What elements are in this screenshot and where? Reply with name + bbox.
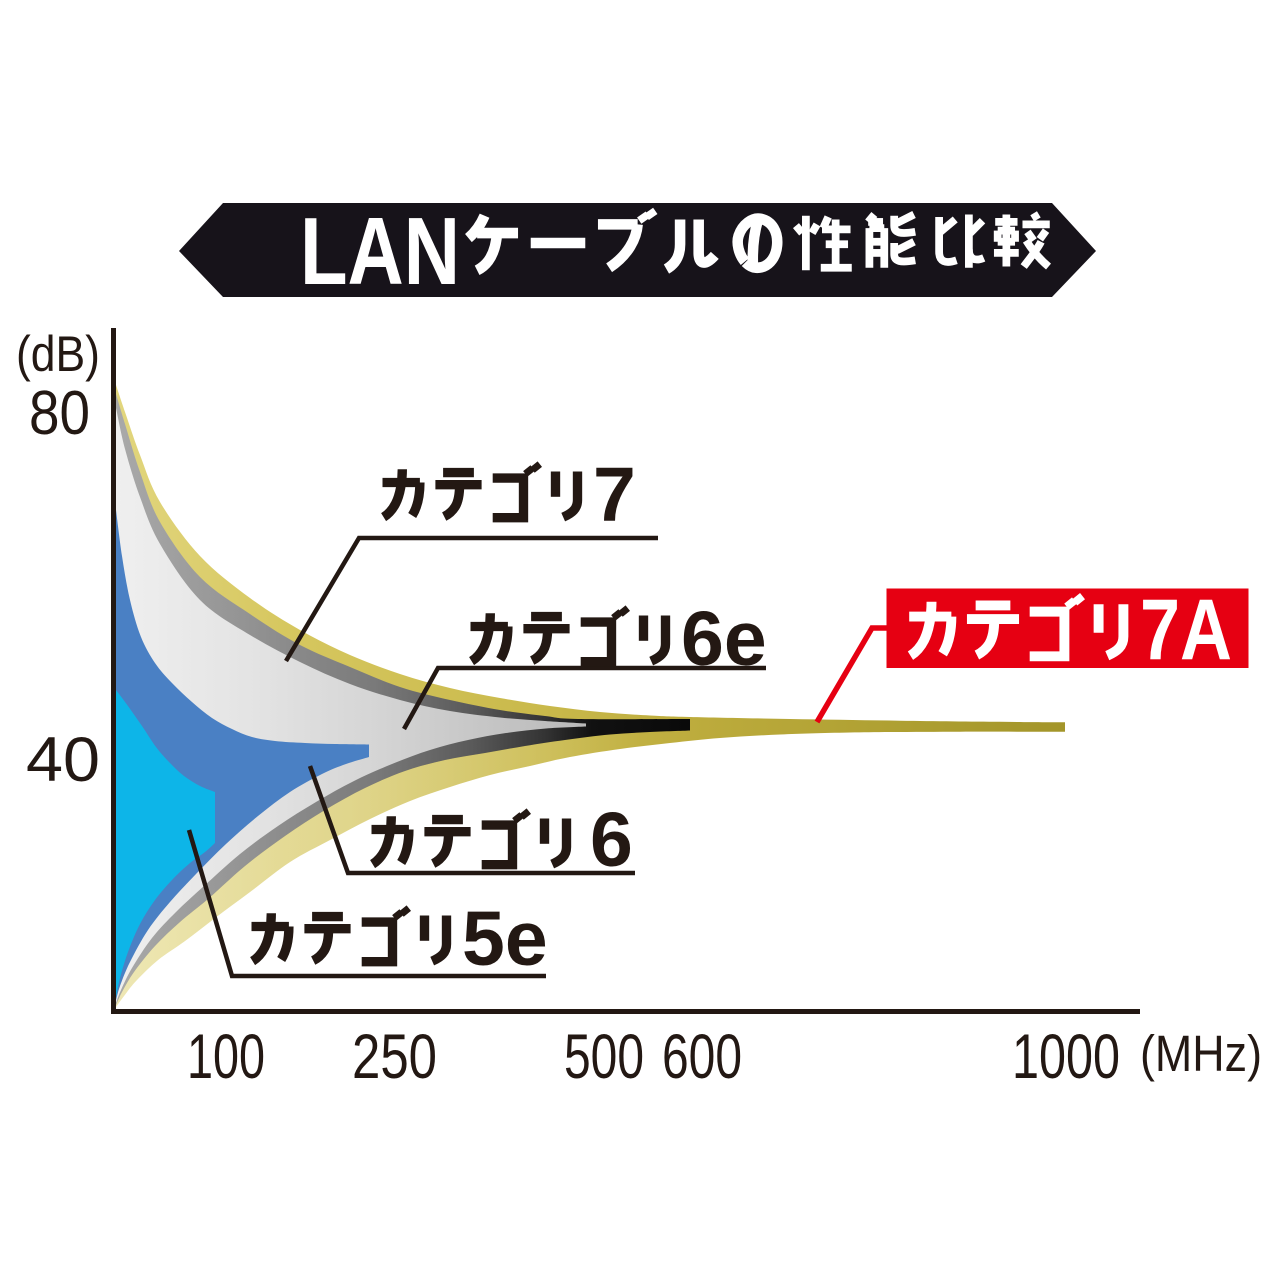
- svg-text:7A: 7A: [1140, 582, 1232, 678]
- svg-text:6e: 6e: [681, 596, 767, 682]
- svg-text:6: 6: [590, 797, 633, 883]
- svg-text:1000: 1000: [1012, 1022, 1120, 1092]
- svg-text:5e: 5e: [462, 896, 548, 982]
- svg-text:80: 80: [29, 379, 90, 448]
- svg-text:600: 600: [662, 1022, 742, 1092]
- svg-text:(dB): (dB): [16, 326, 100, 382]
- svg-text:40: 40: [26, 725, 100, 795]
- svg-text:7: 7: [593, 452, 636, 538]
- svg-text:100: 100: [187, 1022, 265, 1092]
- svg-text:(MHz): (MHz): [1140, 1025, 1262, 1082]
- svg-text:500: 500: [564, 1022, 644, 1092]
- svg-text:250: 250: [352, 1022, 437, 1092]
- svg-text:LAN: LAN: [300, 198, 460, 305]
